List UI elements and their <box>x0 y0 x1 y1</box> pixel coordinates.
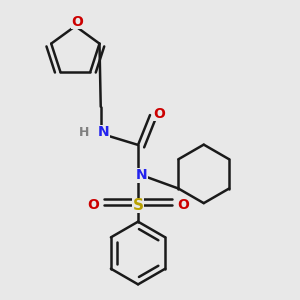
Text: S: S <box>133 198 144 213</box>
Text: N: N <box>136 168 148 182</box>
Text: O: O <box>87 198 99 212</box>
Text: N: N <box>98 125 109 139</box>
Text: O: O <box>71 15 83 28</box>
Text: O: O <box>153 106 165 121</box>
Text: O: O <box>177 198 189 212</box>
Text: H: H <box>79 126 89 139</box>
